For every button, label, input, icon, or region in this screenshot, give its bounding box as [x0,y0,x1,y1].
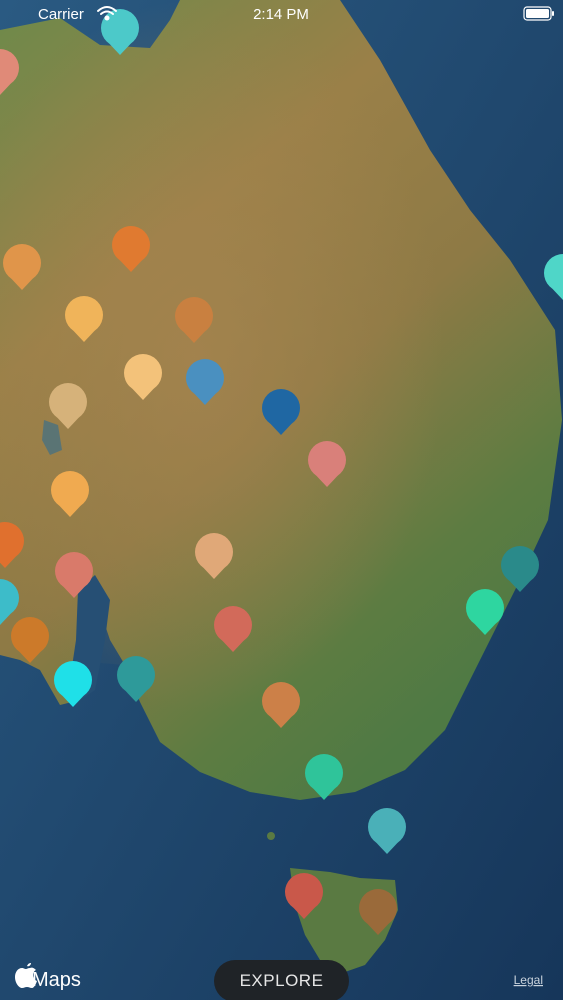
map-pin[interactable] [359,889,397,935]
explore-button[interactable]: EXPLORE [214,960,349,1000]
map-pin[interactable] [175,297,213,343]
maps-brand: Maps [32,969,81,991]
legal-link[interactable]: Legal [514,973,543,987]
map-pin[interactable] [214,606,252,652]
map-pin[interactable] [501,546,539,592]
map-pin[interactable] [65,296,103,342]
map-pin[interactable] [195,533,233,579]
map-pin[interactable] [49,383,87,429]
island [267,832,275,840]
map-pin[interactable] [117,656,155,702]
map-pin[interactable] [11,617,49,663]
map-pin[interactable] [262,682,300,728]
battery-icon [523,6,554,21]
map-pin[interactable] [0,49,19,95]
map-pin[interactable] [308,441,346,487]
map-pin[interactable] [124,354,162,400]
map-pin[interactable] [368,808,406,854]
map-pin[interactable] [51,471,89,517]
map-pin[interactable] [54,661,92,707]
map-pin[interactable] [0,579,19,625]
map-pin[interactable] [466,589,504,635]
map-pin[interactable] [186,359,224,405]
clock: 2:14 PM [253,6,309,23]
carrier: Carrier [38,6,84,23]
map-pin[interactable] [0,522,24,568]
map-pin[interactable] [101,9,139,55]
map-pin[interactable] [112,226,150,272]
map-pin[interactable] [55,552,93,598]
explore-label[interactable]: EXPLORE [240,971,324,990]
map-pin[interactable] [544,254,563,300]
wifi-icon [97,6,117,21]
lake [42,420,62,455]
map-pin[interactable] [285,873,323,919]
map-pin[interactable] [305,754,343,800]
map-pin[interactable] [262,389,300,435]
maps-logo: Maps [15,963,81,991]
map-pin[interactable] [3,244,41,290]
map-pins [0,9,563,935]
